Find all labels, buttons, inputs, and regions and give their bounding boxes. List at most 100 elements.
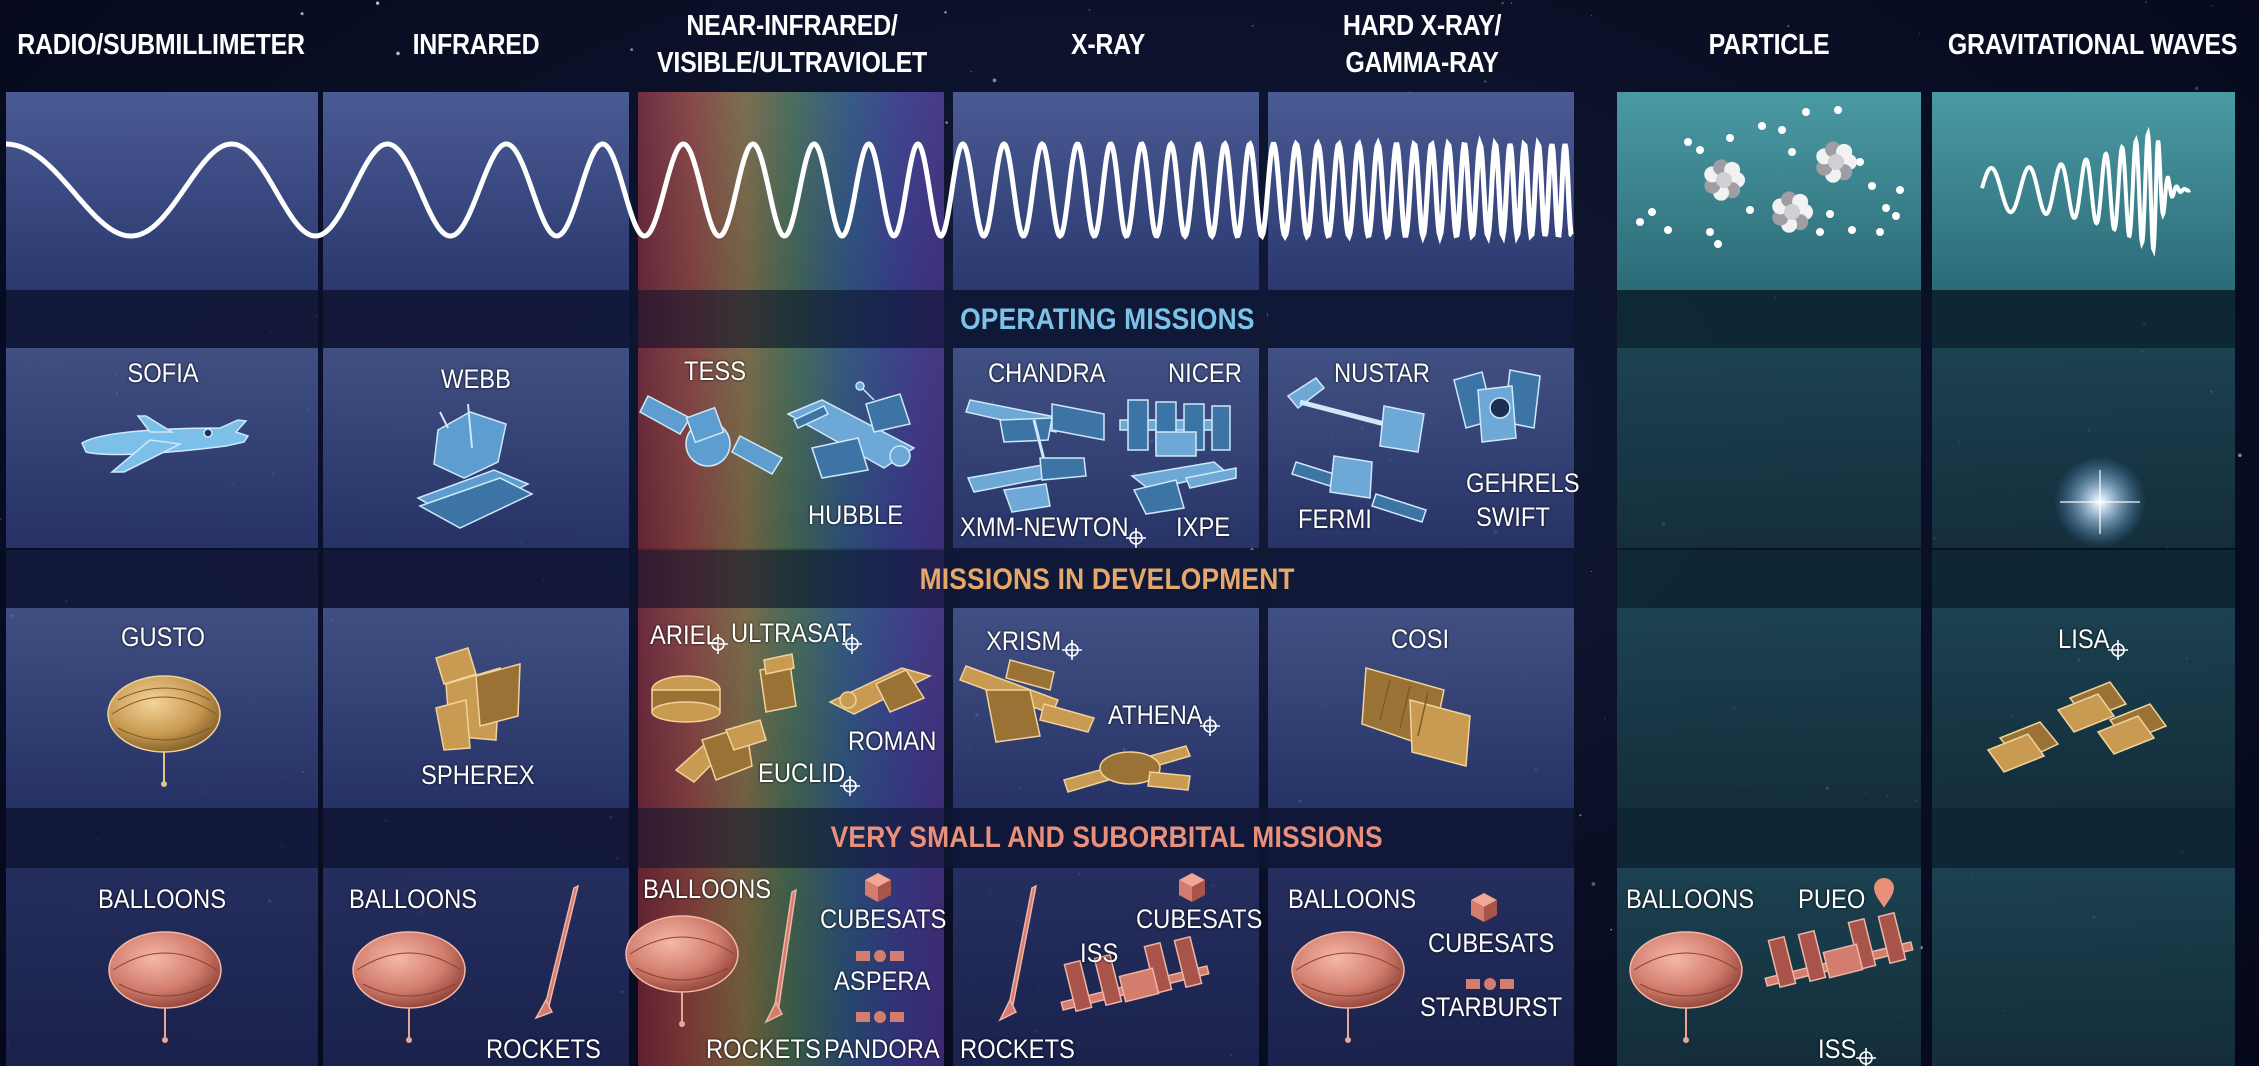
star (1604, 718, 1606, 719)
column-title-gamma: HARD X-RAY/GAMMA-RAY (1342, 10, 1502, 79)
band-strip (1932, 550, 2235, 608)
label-hubble: HUBBLE (808, 500, 904, 530)
star (945, 121, 948, 124)
ir-balloon-icon (352, 931, 466, 1043)
band-strip (1617, 550, 1921, 608)
star (2167, 548, 2168, 549)
star (1787, 25, 1790, 28)
ultrasat-satellite-icon (759, 653, 797, 713)
xray-rocket-icon (998, 884, 1038, 1022)
star (2195, 86, 2199, 91)
star (746, 28, 748, 30)
label-xray-iss: ISS (1080, 938, 1119, 968)
label-gamma-balloons: BALLOONS (1288, 884, 1417, 914)
label-ir-balloons: BALLOONS (349, 884, 478, 914)
hubble-telescope-icon (786, 381, 916, 479)
label-xrism: XRISM (986, 626, 1062, 656)
column-title-infrared: INFRARED (412, 28, 540, 61)
star (300, 12, 304, 16)
sofia-aircraft-icon (81, 415, 250, 473)
band-strip (323, 550, 629, 608)
xray-cubesat-cube-icon (1179, 873, 1205, 902)
label-cosi: COSI (1390, 624, 1450, 654)
star (630, 48, 634, 52)
euclid-telescope-icon (674, 719, 767, 783)
star (1590, 15, 1593, 17)
label-webb: WEBB (441, 364, 511, 394)
crosshair-icon (1856, 1048, 1876, 1066)
star (2238, 453, 2242, 458)
fermi-telescope-icon (1291, 455, 1427, 523)
star (1919, 32, 1920, 34)
band-strip (323, 808, 629, 868)
star (396, 51, 400, 56)
lisa-spacecraft-icon (1986, 681, 2168, 773)
label-gehrels: GEHRELS (1466, 468, 1580, 498)
roman-telescope-icon (828, 667, 933, 715)
particle-dots-icon (1636, 106, 1904, 248)
crosshair-icon (1062, 640, 1082, 660)
label-ariel: ARIEL (650, 620, 719, 650)
label-gusto: GUSTO (120, 622, 206, 652)
band-highlight (638, 290, 1574, 348)
athena-observatory-icon (1063, 745, 1192, 793)
band-strip (6, 290, 318, 348)
star (1510, 2, 1513, 4)
band-strip (6, 550, 318, 608)
particle-iss-icon (1764, 911, 1914, 989)
star (1501, 2, 1504, 5)
label-radio-balloons: BALLOONS (97, 884, 227, 914)
band-strip (1932, 290, 2235, 348)
xrism-satellite-icon (958, 659, 1096, 743)
label-xray-rockets: ROCKETS (960, 1034, 1075, 1064)
ariel-telescope-icon (651, 675, 721, 723)
label-chandra: CHANDRA (988, 358, 1106, 388)
nustar-telescope-icon (1286, 377, 1425, 453)
band-strip (323, 290, 629, 348)
gamma-cubesat-cube-icon (1471, 893, 1497, 922)
aspera-cubesat-icon (856, 950, 904, 962)
star (992, 78, 997, 83)
electromagnetic-wave (6, 135, 1574, 245)
star (970, 71, 972, 73)
star (944, 11, 947, 14)
label-pandora: PANDORA (824, 1034, 940, 1064)
tess-satellite-icon (639, 394, 784, 475)
cosi-satellite-icon (1361, 667, 1471, 767)
label-xmm-newton: XMM-NEWTON (960, 512, 1129, 542)
crosshair-icon (2108, 640, 2128, 660)
label-starburst: STARBURST (1420, 992, 1563, 1022)
label-ultrasat: ULTRASAT (731, 618, 852, 648)
star (1591, 882, 1596, 886)
gravitational-wave-icon (1980, 126, 2192, 257)
xmm-newton-icon (966, 457, 1087, 513)
ixpe-satellite-icon (1130, 461, 1237, 515)
star (785, 18, 788, 21)
band-strip (1617, 808, 1921, 868)
star (380, 39, 382, 41)
star (1579, 814, 1582, 817)
label-euclid: EUCLID (758, 758, 846, 788)
label-nicer: NICER (1168, 358, 1242, 388)
panel (1617, 92, 1921, 290)
band-operating-missions: OPERATING MISSIONS (959, 303, 1255, 336)
band-missions-in-development: MISSIONS IN DEVELOPMENT (919, 563, 1295, 596)
band-strip (6, 808, 318, 868)
star (2211, 5, 2213, 6)
star (1088, 9, 1090, 11)
pueo-location-pin-icon (1874, 878, 1894, 908)
band-very-small-suborbital: VERY SMALL AND SUBORBITAL MISSIONS (830, 821, 1384, 854)
column-title-radio: RADIO/SUBMILLIMETER (17, 28, 305, 61)
label-spherex: SPHEREX (421, 760, 535, 790)
panel (953, 92, 1259, 290)
label-ixpe: IXPE (1176, 512, 1231, 542)
gamma-balloon-icon (1291, 931, 1405, 1043)
star (2145, 1, 2147, 3)
vis-balloon-icon (625, 915, 739, 1027)
star (0, 518, 2, 521)
star (1251, 24, 1254, 27)
label-particle-balloons: BALLOONS (1626, 884, 1755, 914)
nicer-iss-icon (1119, 399, 1231, 457)
